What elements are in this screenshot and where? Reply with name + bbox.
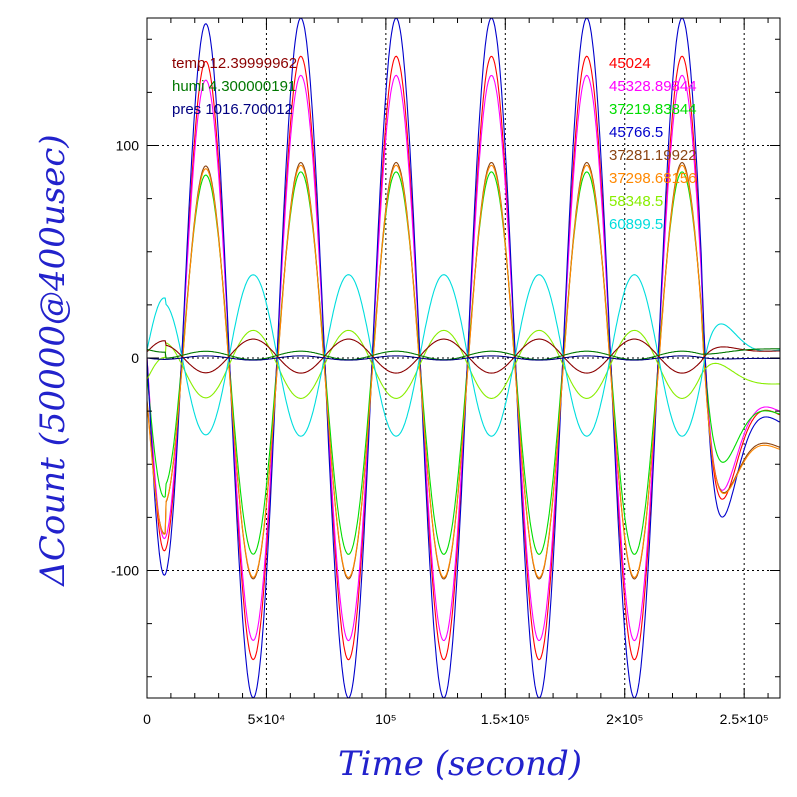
legend-left: temp 12.39999962 humi 4.300000191 pres 101… xyxy=(172,55,297,118)
x-tick-label-4: 2×10⁵ xyxy=(606,711,643,727)
x-tick-label-2: 10⁵ xyxy=(375,711,396,727)
series-line-7 xyxy=(147,274,780,437)
series-line-2 xyxy=(147,171,780,555)
legend-right-item-2: 37219.83844 xyxy=(609,101,697,118)
series-layer xyxy=(147,18,780,698)
y-tick-label-0: 100 xyxy=(116,138,140,154)
legend-right-item-0: 45024 xyxy=(609,55,651,72)
series-line-3 xyxy=(147,18,780,698)
legend-left-item-2: pres 1016.700012 xyxy=(172,101,293,118)
legend-left-item-1: humi 4.300000191 xyxy=(172,78,296,95)
series-line-10 xyxy=(147,355,780,361)
legend-right-item-4: 37281.19922 xyxy=(609,147,697,164)
x-tick-label-3: 1.5×10⁵ xyxy=(481,711,530,727)
legend-right-item-7: 60899.5 xyxy=(609,216,663,233)
x-axis-title: Time (second) xyxy=(338,744,582,784)
legend-left-item-0: temp 12.39999962 xyxy=(172,55,297,72)
series-line-1 xyxy=(147,74,780,642)
y-tick-label-1: 0 xyxy=(131,350,139,366)
series-line-5 xyxy=(147,164,780,579)
legend-right: 45024 45328.89844 37219.83844 45766.5 37281.… xyxy=(609,55,697,233)
legend-right-item-6: 58348.5 xyxy=(609,193,663,210)
ticks-layer: 0 5×10⁴ 10⁵ 1.5×10⁵ 2×10⁵ 2.5×10⁵ 100 0 -100 xyxy=(111,18,780,727)
x-tick-label-0: 0 xyxy=(143,711,151,727)
legend-right-item-5: 37298.68156 xyxy=(609,170,697,187)
legend-right-item-1: 45328.89844 xyxy=(609,78,697,95)
series-line-4 xyxy=(147,161,780,580)
legend-right-item-3: 45766.5 xyxy=(609,124,663,141)
y-tick-label-2: -100 xyxy=(111,563,139,579)
x-tick-label-1: 5×10⁴ xyxy=(248,711,286,727)
series-line-8 xyxy=(147,338,780,374)
series-line-6 xyxy=(147,329,780,399)
x-tick-label-5: 2.5×10⁵ xyxy=(720,711,769,727)
grid-layer xyxy=(147,18,780,698)
y-axis-title: ΔCount (50000@400usec) xyxy=(33,134,73,587)
